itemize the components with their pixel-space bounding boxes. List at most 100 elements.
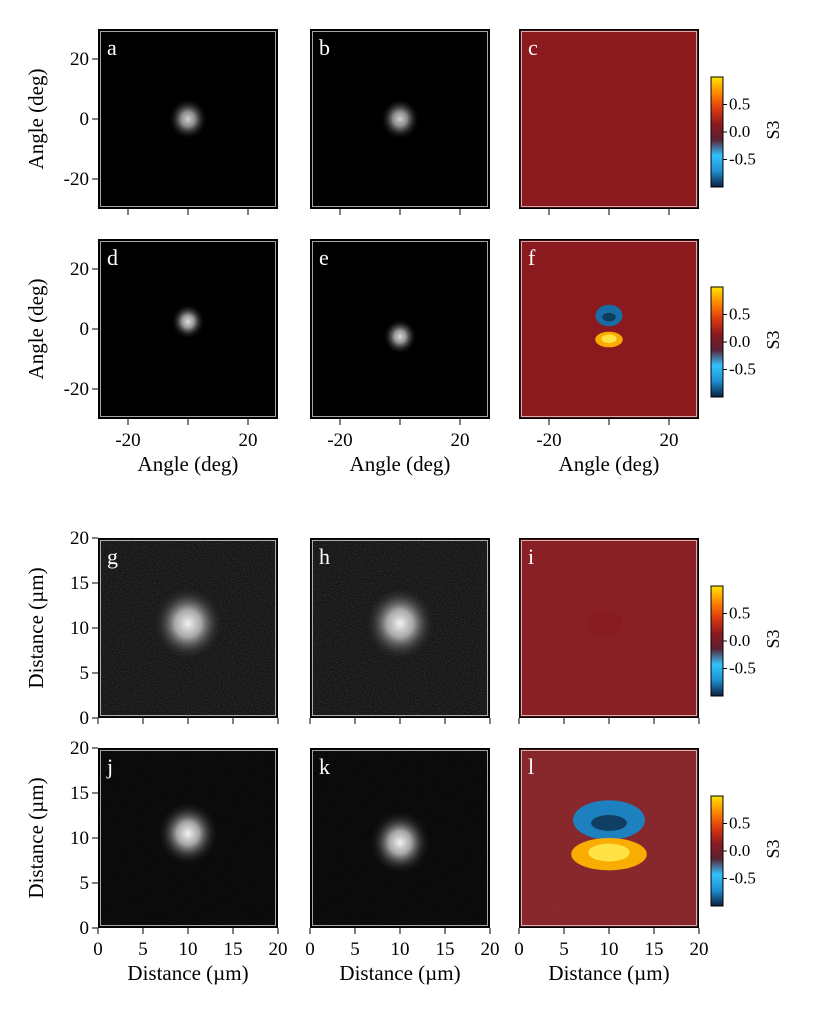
panel-letter-c: c [528,35,538,60]
panel-frame [519,538,699,718]
s3-lobe-peak [601,334,617,344]
x-tick-label: 20 [269,939,288,960]
x-tick-label: 5 [138,939,148,960]
emission-spot [362,583,438,664]
panel-k: k 0 5 10 15 20 Distance (µm) [305,748,500,985]
y-tick-label: 5 [80,663,90,684]
panel-inner-frame [521,750,697,926]
panel-letter-h: h [319,544,330,569]
panel-frame [98,239,278,419]
x-tick-label: -20 [327,430,352,451]
x-tick-label: -20 [536,430,561,451]
emission-spot [168,98,208,140]
colorbar-tick-label: 0.5 [729,814,750,833]
x-axis-title: Angle (deg) [138,452,239,476]
panel-frame [310,239,490,419]
panel-letter-b: b [319,35,330,60]
colorbar-tick-label: 0.0 [729,631,750,650]
y-tick-label: 20 [70,738,89,759]
panel-frame [98,538,278,718]
y-tick-label: 20 [70,49,89,70]
y-tick-label: 10 [70,828,89,849]
panel-a: a 20 0 -20 [64,29,278,215]
panel-frame [310,538,490,718]
x-tick-label: 5 [559,939,569,960]
panel-frame [519,239,699,419]
x-axis-title: Distance (µm) [339,961,460,985]
x-tick-label: 20 [451,430,470,451]
colorbar-tick-label: 0.0 [729,332,750,351]
panel-frame [519,29,699,209]
panel-letter-e: e [319,245,329,270]
colorbar-title: S3 [763,120,783,139]
colorbar-tick-label: -0.5 [729,150,756,169]
panel-frame [519,748,699,928]
y-tick-label: 0 [80,319,90,340]
colorbar-tick-label: 0.0 [729,841,750,860]
panel-letter-l: l [528,754,534,779]
panel-frame [98,748,278,928]
s3-weak-feature [586,610,623,637]
colorbar: 0.5 0.0 -0.5 [710,286,756,398]
panel-inner-frame [312,750,488,926]
s3-lobe-core [602,312,616,322]
x-tick-label: 20 [690,939,709,960]
panel-g: g 20 15 10 5 0 [70,528,279,729]
panel-letter-f: f [528,245,536,270]
colorbar: 0.5 0.0 -0.5 [710,585,756,697]
emission-spot [380,98,420,140]
emission-spot [170,303,206,340]
panel-letter-a: a [107,35,117,60]
panel-inner-frame [100,540,276,716]
colorbar-tick-label: 0.5 [729,305,750,324]
panel-letter-i: i [528,544,534,569]
panel-inner-frame [521,540,697,716]
panel-h: h [309,538,491,724]
colorbar-tick-label: 0.0 [729,122,750,141]
panel-frame [310,748,490,928]
colorbar: 0.5 0.0 -0.5 [710,76,756,188]
x-tick-label: 0 [93,939,103,960]
y-tick-label: 0 [80,708,90,729]
s3-lobe-core [591,815,627,831]
y-axis-title: Distance (µm) [24,567,48,688]
y-axis-title: Angle (deg) [24,279,48,380]
colorbar-tick-label: 0.5 [729,95,750,114]
x-tick-label: 15 [436,939,455,960]
panel-l: l 0 5 10 15 20 Distance (µm) [514,748,709,985]
x-tick-label: 0 [305,939,315,960]
x-tick-label: 20 [660,430,679,451]
x-axis-title: Angle (deg) [559,452,660,476]
panel-c: c [519,29,699,215]
y-tick-label: 15 [70,783,89,804]
panel-frame [98,29,278,209]
y-tick-label: 10 [70,618,89,639]
s3-background [519,29,699,209]
y-tick-label: 20 [70,259,89,280]
panel-frame [310,29,490,209]
y-tick-label: 5 [80,873,90,894]
panel-inner-frame [100,241,276,417]
colorbar-title: S3 [763,839,783,858]
panel-inner-frame [100,31,276,207]
panel-inner-frame [312,31,488,207]
colorbar-tick-label: -0.5 [729,360,756,379]
emission-spot [156,800,220,867]
panel-inner-frame [312,540,488,716]
y-tick-label: -20 [64,169,89,190]
y-tick-label: 15 [70,573,89,594]
x-tick-label: 20 [239,430,258,451]
x-tick-label: -20 [115,430,140,451]
panel-letter-k: k [319,754,330,779]
panel-j: j 20 15 10 5 00 5 10 15 20 Distance (µm) [70,738,288,985]
panel-b: b [310,29,490,215]
emission-spot [382,318,418,355]
emission-spot [368,809,432,876]
x-tick-label: 15 [645,939,664,960]
y-axis-title: Angle (deg) [24,69,48,170]
panel-inner-frame [100,750,276,926]
colorbar-title: S3 [763,629,783,648]
